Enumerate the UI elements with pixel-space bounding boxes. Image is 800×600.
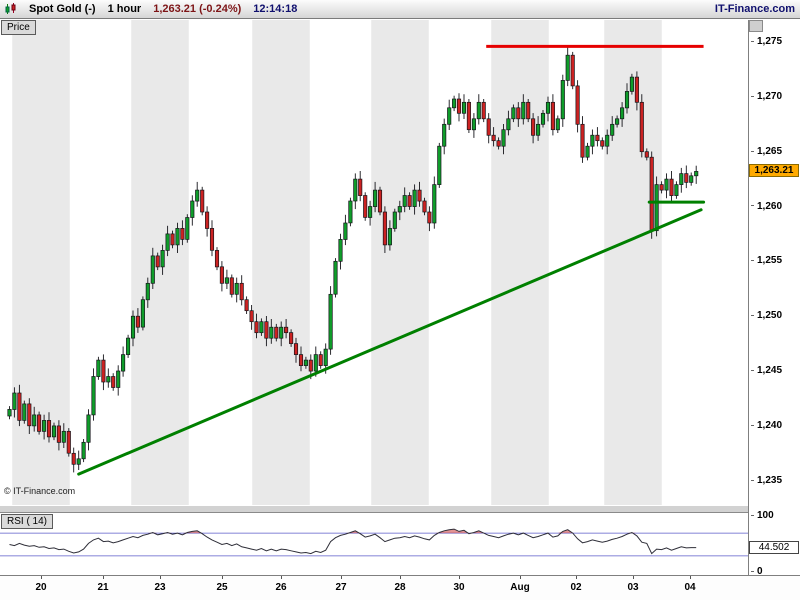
rsi-overbought-fill bbox=[9, 529, 697, 534]
time-axis-tick bbox=[281, 576, 282, 579]
price-axis-tick: 1,270 bbox=[751, 91, 782, 102]
last-price-change: 1,263.21 (-0.24%) bbox=[153, 3, 242, 15]
time-axis-label: 20 bbox=[35, 582, 47, 593]
time-axis-label: 26 bbox=[275, 582, 287, 593]
rsi-level-lines bbox=[0, 532, 748, 557]
last-price-badge: 1,263.21 bbox=[749, 164, 799, 178]
time-axis-label: 02 bbox=[570, 582, 582, 593]
time-axis-tick bbox=[633, 576, 634, 579]
time-axis-tick bbox=[576, 576, 577, 579]
panel-splitter[interactable] bbox=[0, 505, 748, 513]
rsi-line bbox=[9, 528, 697, 555]
price-axis-tick: 1,235 bbox=[751, 475, 782, 486]
time-axis-tick bbox=[41, 576, 42, 579]
time-axis-label: 27 bbox=[335, 582, 347, 593]
axis-border bbox=[748, 20, 749, 600]
time-axis-tick bbox=[400, 576, 401, 579]
time-axis-label: 21 bbox=[97, 582, 109, 593]
rsi-value-badge: 44.502 bbox=[749, 540, 799, 554]
time-axis-label: 04 bbox=[684, 582, 696, 593]
price-axis-tick: 1,275 bbox=[751, 36, 782, 47]
time-axis-tick bbox=[103, 576, 104, 579]
support-trendline[interactable] bbox=[77, 208, 703, 476]
price-chart[interactable] bbox=[0, 20, 748, 506]
rsi-chart[interactable] bbox=[0, 513, 748, 575]
price-axis-tick: 1,250 bbox=[751, 310, 782, 321]
time-axis-label: 30 bbox=[453, 582, 465, 593]
time-axis-tick bbox=[520, 576, 521, 579]
time-axis[interactable]: 20 21 23 25 26 27 28 30 Aug 02 03 04 bbox=[0, 575, 800, 600]
candlestick-icon bbox=[5, 3, 16, 14]
axis-settings-button[interactable] bbox=[749, 20, 763, 32]
price-panel-tab[interactable]: Price bbox=[1, 20, 36, 35]
timeframe-label: 1 hour bbox=[107, 3, 142, 15]
price-axis-tick: 1,260 bbox=[751, 201, 782, 212]
candles bbox=[7, 47, 699, 473]
time-axis-label: Aug bbox=[510, 582, 530, 593]
price-axis-tick: 1,265 bbox=[751, 146, 782, 157]
rsi-axis-bottom-label: 0 bbox=[751, 566, 763, 577]
watermark: © IT-Finance.com bbox=[4, 486, 76, 496]
price-axis-tick: 1,245 bbox=[751, 365, 782, 376]
brand-link[interactable]: IT-Finance.com bbox=[714, 3, 795, 15]
chart-header: Spot Gold (-) 1 hour 1,263.21 (-0.24%) 1… bbox=[0, 0, 800, 19]
time-axis-tick bbox=[160, 576, 161, 579]
time-axis-label: 28 bbox=[394, 582, 406, 593]
time-axis-tick bbox=[459, 576, 460, 579]
clock: 12:14:18 bbox=[253, 3, 298, 15]
instrument-name: Spot Gold (-) bbox=[29, 3, 96, 15]
time-axis-label: 03 bbox=[627, 582, 639, 593]
rsi-axis-top-label: 100 bbox=[751, 510, 774, 521]
time-axis-label: 23 bbox=[154, 582, 166, 593]
time-axis-tick bbox=[690, 576, 691, 579]
time-axis-tick bbox=[341, 576, 342, 579]
time-axis-tick bbox=[222, 576, 223, 579]
rsi-panel-tab[interactable]: RSI ( 14) bbox=[1, 514, 54, 529]
price-axis-tick: 1,255 bbox=[751, 255, 782, 266]
price-axis-tick: 1,240 bbox=[751, 420, 782, 431]
day-bands bbox=[12, 20, 662, 506]
time-axis-label: 25 bbox=[216, 582, 228, 593]
